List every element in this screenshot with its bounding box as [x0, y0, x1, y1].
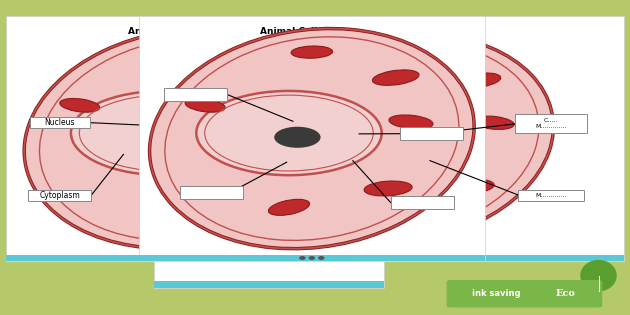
Ellipse shape: [456, 73, 501, 88]
FancyBboxPatch shape: [277, 16, 624, 261]
FancyBboxPatch shape: [518, 190, 585, 201]
Text: iagram: iagram: [381, 27, 416, 36]
Circle shape: [300, 257, 305, 259]
Ellipse shape: [328, 194, 365, 206]
FancyBboxPatch shape: [6, 255, 353, 261]
Ellipse shape: [347, 143, 381, 154]
Text: Cytoplasm: Cytoplasm: [40, 191, 80, 200]
FancyBboxPatch shape: [30, 117, 90, 128]
FancyBboxPatch shape: [161, 65, 217, 74]
Ellipse shape: [60, 99, 100, 112]
Ellipse shape: [357, 197, 396, 212]
FancyBboxPatch shape: [447, 280, 602, 307]
Text: ink saving: ink saving: [472, 289, 520, 298]
Text: Nucleus: Nucleus: [176, 56, 202, 61]
Ellipse shape: [472, 116, 514, 129]
Ellipse shape: [166, 46, 207, 58]
FancyBboxPatch shape: [139, 16, 485, 261]
Ellipse shape: [24, 29, 349, 249]
Ellipse shape: [197, 91, 382, 175]
Ellipse shape: [143, 199, 184, 215]
Ellipse shape: [149, 127, 195, 148]
FancyBboxPatch shape: [391, 196, 454, 209]
Ellipse shape: [254, 208, 286, 220]
FancyBboxPatch shape: [6, 16, 353, 261]
Text: Animal Cell Diagram: Animal Cell Diagram: [128, 27, 231, 36]
Ellipse shape: [272, 90, 304, 99]
FancyBboxPatch shape: [161, 54, 217, 63]
Ellipse shape: [379, 50, 418, 62]
FancyBboxPatch shape: [28, 190, 91, 201]
Ellipse shape: [335, 108, 370, 120]
Text: Mitochondria: Mitochondria: [168, 67, 210, 72]
Ellipse shape: [198, 124, 341, 190]
Ellipse shape: [364, 181, 412, 196]
FancyBboxPatch shape: [515, 114, 587, 133]
Text: Nucleus: Nucleus: [45, 118, 75, 127]
Ellipse shape: [274, 127, 321, 148]
Ellipse shape: [288, 93, 465, 174]
Text: Animal Cell Diagram: Animal Cell Diagram: [260, 27, 364, 36]
FancyBboxPatch shape: [139, 255, 485, 261]
Ellipse shape: [190, 130, 220, 141]
FancyBboxPatch shape: [180, 186, 243, 199]
Ellipse shape: [247, 70, 294, 85]
Ellipse shape: [363, 127, 407, 147]
Ellipse shape: [185, 99, 225, 112]
Ellipse shape: [291, 46, 333, 58]
Ellipse shape: [389, 115, 433, 129]
Text: C.....
M.............: C..... M.............: [536, 118, 567, 129]
Text: M.............: M.............: [536, 192, 567, 198]
Ellipse shape: [71, 91, 256, 175]
Text: Eco: Eco: [555, 289, 575, 298]
Ellipse shape: [149, 29, 474, 249]
Ellipse shape: [449, 179, 494, 193]
FancyBboxPatch shape: [400, 127, 463, 140]
Ellipse shape: [278, 100, 316, 113]
Ellipse shape: [244, 33, 553, 244]
Circle shape: [319, 257, 324, 259]
FancyBboxPatch shape: [154, 281, 384, 288]
Ellipse shape: [263, 115, 307, 129]
Ellipse shape: [268, 199, 309, 215]
Ellipse shape: [163, 76, 413, 246]
Ellipse shape: [372, 70, 419, 85]
Text: Animal Cell Diagram: Animal Cell Diagram: [217, 33, 321, 42]
FancyBboxPatch shape: [164, 88, 227, 101]
Ellipse shape: [239, 181, 287, 196]
Circle shape: [309, 257, 314, 259]
FancyBboxPatch shape: [277, 255, 624, 261]
FancyBboxPatch shape: [154, 24, 384, 288]
Ellipse shape: [259, 152, 294, 168]
Ellipse shape: [580, 260, 617, 291]
